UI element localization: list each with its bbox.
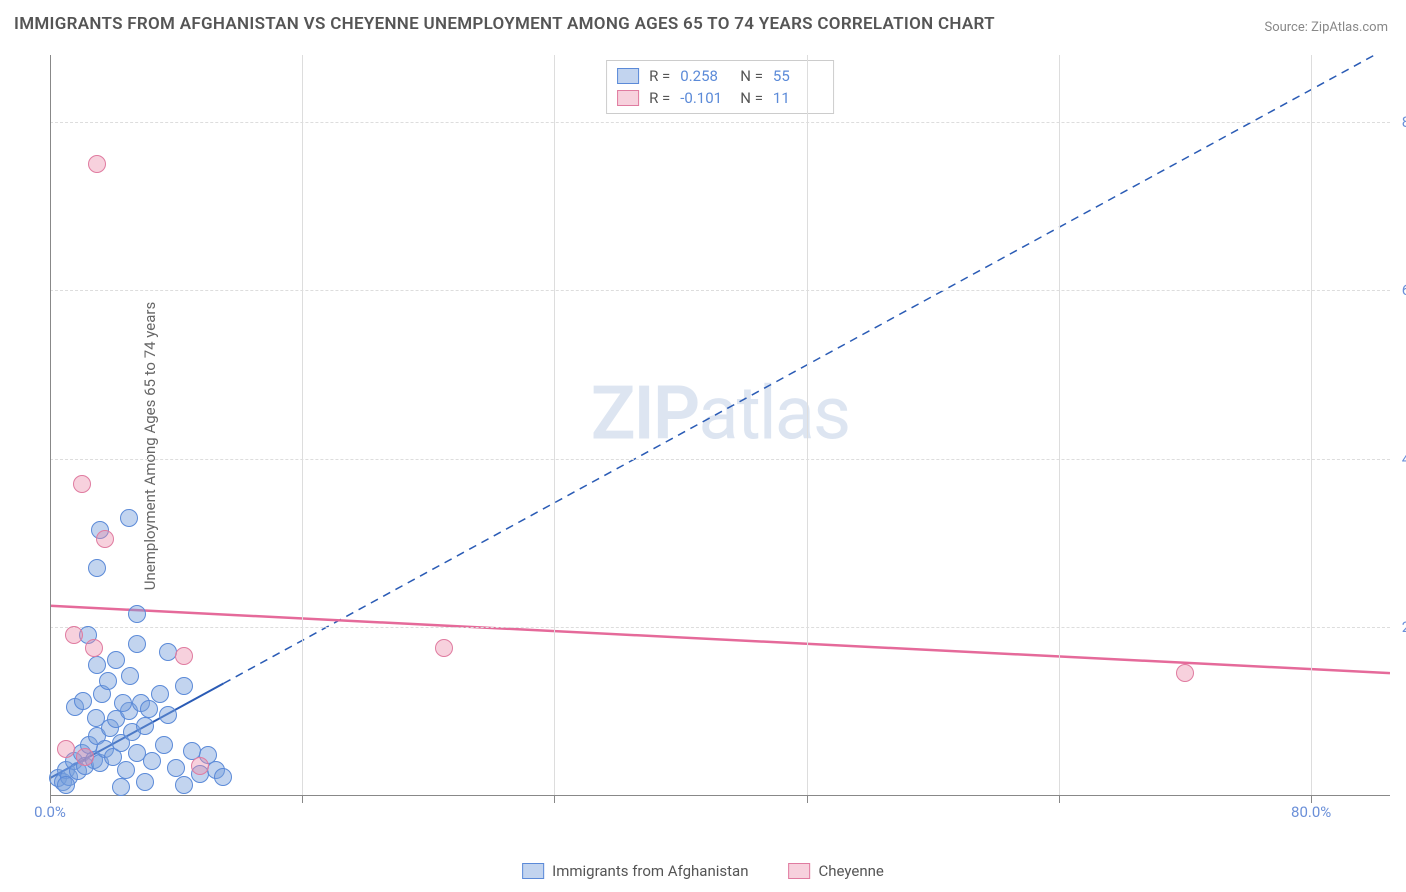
scatter-point xyxy=(140,700,158,718)
legend-r-label: R = xyxy=(649,67,670,85)
scatter-point xyxy=(143,752,161,770)
correlation-legend: R = 0.258 N = 55 R = -0.101 N = 11 xyxy=(606,60,834,114)
series-legend-item: Cheyenne xyxy=(788,862,883,880)
scatter-point xyxy=(114,694,132,712)
x-tick-mark xyxy=(302,795,303,803)
scatter-point xyxy=(74,692,92,710)
scatter-point xyxy=(121,667,139,685)
series-legend-item: Immigrants from Afghanistan xyxy=(522,862,748,880)
scatter-point xyxy=(136,773,154,791)
scatter-point xyxy=(88,656,106,674)
series-legend: Immigrants from Afghanistan Cheyenne xyxy=(522,862,884,880)
legend-n-label: N = xyxy=(740,67,763,85)
x-tick-mark xyxy=(1059,795,1060,803)
source-attribution: Source: ZipAtlas.com xyxy=(1264,20,1388,35)
legend-row: R = -0.101 N = 11 xyxy=(617,87,823,109)
trend-line-solid xyxy=(50,606,1390,673)
gridline-horizontal xyxy=(50,122,1390,123)
gridline-vertical xyxy=(1311,55,1312,795)
scatter-point xyxy=(175,647,193,665)
scatter-point xyxy=(128,605,146,623)
scatter-point xyxy=(1176,664,1194,682)
scatter-point xyxy=(191,757,209,775)
scatter-point xyxy=(87,709,105,727)
legend-row: R = 0.258 N = 55 xyxy=(617,65,823,87)
legend-n-value: 11 xyxy=(773,89,823,107)
x-axis xyxy=(50,795,1390,796)
gridline-horizontal xyxy=(50,290,1390,291)
scatter-point xyxy=(155,736,173,754)
gridline-horizontal xyxy=(50,459,1390,460)
scatter-point xyxy=(175,677,193,695)
scatter-point xyxy=(136,717,154,735)
scatter-point xyxy=(65,626,83,644)
x-tick-mark xyxy=(554,795,555,803)
series-legend-label: Immigrants from Afghanistan xyxy=(552,862,748,880)
gridline-vertical xyxy=(554,55,555,795)
scatter-point xyxy=(112,778,130,796)
y-tick-label: 80.0% xyxy=(1402,113,1406,131)
x-tick-mark xyxy=(50,795,51,803)
scatter-point xyxy=(167,759,185,777)
y-tick-label: 40.0% xyxy=(1402,450,1406,468)
y-axis xyxy=(50,55,51,795)
scatter-point xyxy=(435,639,453,657)
scatter-point xyxy=(88,559,106,577)
scatter-point xyxy=(151,685,169,703)
trend-lines-layer xyxy=(50,55,1390,835)
legend-swatch-icon xyxy=(617,90,639,106)
x-tick-label: 80.0% xyxy=(1291,803,1331,821)
legend-swatch-icon xyxy=(617,68,639,84)
scatter-point xyxy=(85,639,103,657)
series-legend-label: Cheyenne xyxy=(818,862,883,880)
scatter-point xyxy=(107,651,125,669)
legend-r-label: R = xyxy=(649,89,670,107)
legend-n-label: N = xyxy=(740,89,763,107)
x-tick-mark xyxy=(1311,795,1312,803)
legend-swatch-icon xyxy=(788,863,810,879)
x-tick-mark xyxy=(807,795,808,803)
y-tick-label: 20.0% xyxy=(1402,618,1406,636)
legend-r-value: 0.258 xyxy=(680,67,730,85)
scatter-point xyxy=(214,768,232,786)
scatter-point xyxy=(120,509,138,527)
scatter-point xyxy=(117,761,135,779)
legend-swatch-icon xyxy=(522,863,544,879)
x-tick-label: 0.0% xyxy=(34,803,66,821)
watermark: ZIPatlas xyxy=(591,370,849,457)
gridline-vertical xyxy=(302,55,303,795)
scatter-point xyxy=(159,706,177,724)
scatter-point xyxy=(57,740,75,758)
legend-n-value: 55 xyxy=(773,67,823,85)
scatter-point xyxy=(88,155,106,173)
chart-title: IMMIGRANTS FROM AFGHANISTAN VS CHEYENNE … xyxy=(14,14,995,34)
legend-r-value: -0.101 xyxy=(680,89,730,107)
gridline-vertical xyxy=(807,55,808,795)
scatter-point xyxy=(57,776,75,794)
scatter-point xyxy=(76,748,94,766)
scatter-point xyxy=(96,530,114,548)
scatter-point xyxy=(99,672,117,690)
plot-area: ZIPatlas R =0.258N =55R =-0.101N =11 20.… xyxy=(50,55,1390,835)
scatter-point xyxy=(128,635,146,653)
y-tick-label: 60.0% xyxy=(1402,281,1406,299)
scatter-point xyxy=(73,475,91,493)
scatter-point xyxy=(175,776,193,794)
gridline-horizontal xyxy=(50,627,1390,628)
gridline-vertical xyxy=(1059,55,1060,795)
